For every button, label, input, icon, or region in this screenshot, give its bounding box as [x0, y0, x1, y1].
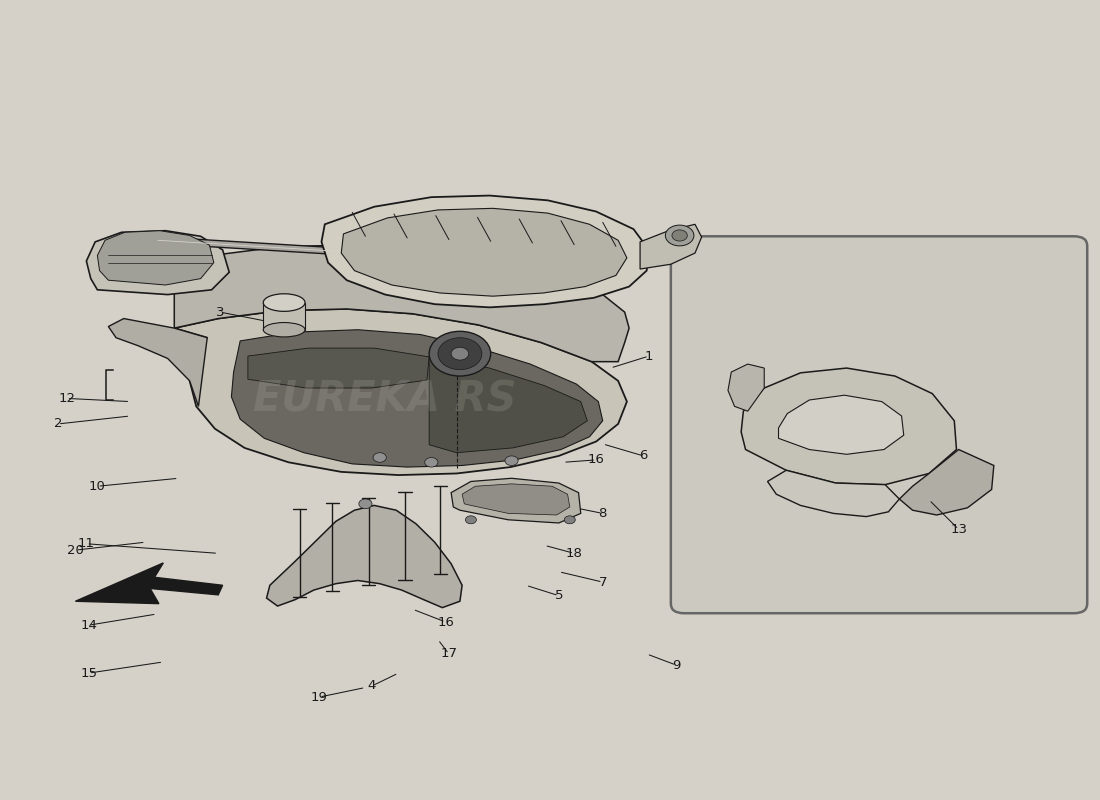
Polygon shape	[266, 506, 462, 608]
Polygon shape	[741, 368, 957, 485]
Polygon shape	[87, 230, 229, 294]
Polygon shape	[174, 245, 629, 362]
Polygon shape	[248, 348, 429, 388]
Text: 9: 9	[672, 658, 681, 672]
Text: EUREKA RS: EUREKA RS	[253, 379, 517, 421]
Text: 12: 12	[58, 392, 75, 405]
Polygon shape	[451, 478, 581, 523]
Polygon shape	[462, 484, 570, 515]
Text: 10: 10	[89, 480, 106, 493]
Polygon shape	[779, 395, 904, 454]
Circle shape	[564, 516, 575, 524]
Circle shape	[359, 499, 372, 509]
Text: 19: 19	[311, 690, 328, 703]
Text: 15: 15	[80, 666, 97, 680]
Polygon shape	[640, 224, 702, 269]
Polygon shape	[174, 309, 627, 475]
Text: 18: 18	[565, 547, 583, 560]
Ellipse shape	[263, 322, 305, 337]
Polygon shape	[900, 450, 993, 515]
Polygon shape	[231, 330, 603, 467]
Text: 20: 20	[67, 544, 84, 557]
Text: 8: 8	[598, 507, 607, 520]
Polygon shape	[341, 208, 627, 296]
Text: 16: 16	[437, 615, 454, 629]
Text: 17: 17	[440, 647, 458, 661]
Text: 16: 16	[587, 454, 605, 466]
Circle shape	[438, 338, 482, 370]
Text: 4: 4	[367, 679, 376, 693]
Circle shape	[666, 225, 694, 246]
Polygon shape	[98, 230, 213, 285]
Text: 13: 13	[950, 523, 967, 536]
Text: 1: 1	[645, 350, 653, 362]
Circle shape	[451, 347, 469, 360]
Polygon shape	[76, 563, 222, 604]
Circle shape	[465, 516, 476, 524]
Text: 3: 3	[217, 306, 224, 318]
Circle shape	[672, 230, 688, 241]
Text: 2: 2	[54, 418, 62, 430]
FancyBboxPatch shape	[671, 236, 1087, 614]
Polygon shape	[728, 364, 764, 411]
Text: 11: 11	[78, 538, 95, 550]
Polygon shape	[429, 357, 587, 453]
Text: 14: 14	[80, 618, 97, 632]
Circle shape	[505, 456, 518, 466]
Circle shape	[425, 458, 438, 467]
Polygon shape	[321, 195, 649, 307]
Polygon shape	[263, 302, 305, 330]
Circle shape	[373, 453, 386, 462]
Text: 5: 5	[554, 589, 563, 602]
Text: 7: 7	[598, 575, 607, 589]
Polygon shape	[156, 237, 502, 264]
Ellipse shape	[263, 294, 305, 311]
Polygon shape	[768, 470, 900, 517]
Circle shape	[429, 331, 491, 376]
Text: 6: 6	[639, 450, 648, 462]
Polygon shape	[109, 318, 207, 406]
